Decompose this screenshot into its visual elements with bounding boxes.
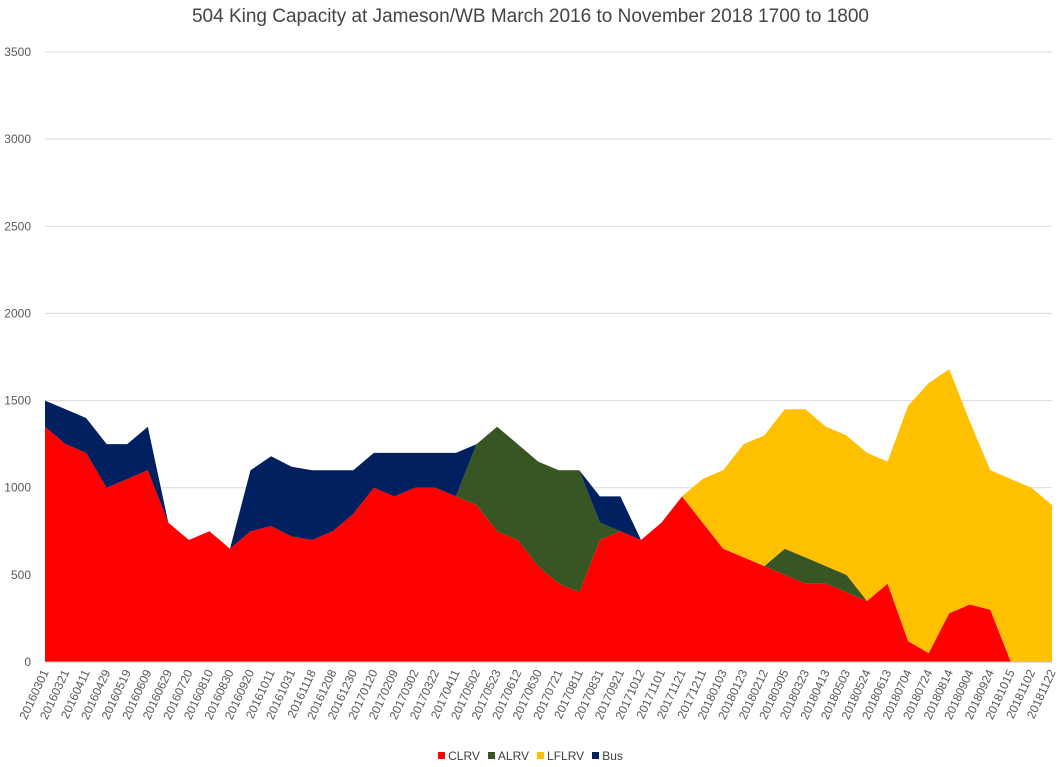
x-axis: 2016030120160321201604112016042920160519… bbox=[16, 661, 1059, 722]
legend-label: LFLRV bbox=[547, 748, 585, 763]
y-tick-label: 3500 bbox=[4, 45, 31, 59]
legend-label: Bus bbox=[602, 748, 623, 763]
legend-item-lflrv: LFLRV bbox=[537, 748, 584, 763]
area-alrv bbox=[45, 426, 1052, 662]
legend-swatch bbox=[537, 752, 545, 760]
area-lflrv bbox=[45, 369, 1052, 662]
y-tick-label: 500 bbox=[11, 568, 31, 582]
legend-item-clrv: CLRV bbox=[438, 748, 480, 763]
y-axis: 0 500 1000 1500 2000 2500 3000 3500 bbox=[4, 45, 31, 669]
legend-swatch bbox=[487, 752, 495, 760]
y-tick-label: 1500 bbox=[4, 394, 31, 408]
legend-swatch bbox=[592, 752, 600, 760]
y-tick-label: 2000 bbox=[4, 306, 31, 320]
legend-item-bus: Bus bbox=[592, 748, 623, 763]
chart-title: 504 King Capacity at Jameson/WB March 20… bbox=[191, 6, 869, 27]
legend-item-alrv: ALRV bbox=[487, 748, 530, 763]
y-tick-label: 1000 bbox=[4, 481, 31, 495]
y-tick-label: 2500 bbox=[4, 219, 31, 233]
area-bus bbox=[45, 369, 1052, 549]
legend-label: CLRV bbox=[448, 748, 480, 763]
series-areas bbox=[45, 369, 1052, 662]
legend: CLRV ALRV LFLRV Bus bbox=[0, 748, 1061, 763]
y-tick-label: 3000 bbox=[4, 132, 31, 146]
legend-label: ALRV bbox=[497, 748, 530, 763]
y-tick-label: 0 bbox=[24, 655, 31, 669]
legend-swatch bbox=[438, 752, 446, 760]
area-clrv bbox=[45, 426, 1052, 662]
